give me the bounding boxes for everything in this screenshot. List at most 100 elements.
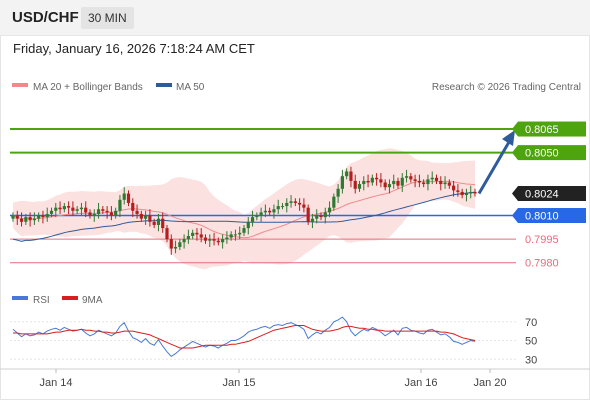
candle-body-59 xyxy=(263,210,267,213)
candle-body-104 xyxy=(456,190,460,192)
candle-body-85 xyxy=(375,177,379,180)
candles xyxy=(11,166,477,255)
candle-body-11 xyxy=(58,207,62,210)
candle-body-96 xyxy=(422,182,426,185)
level-label-0.8050: 0.8050 xyxy=(525,148,559,160)
candle-body-63 xyxy=(280,206,285,208)
candle-body-2 xyxy=(19,218,24,222)
level-tags: 0.8065 0.8050 0.8024 0.8010 0.7995 0.7980 xyxy=(512,121,586,270)
candle-body-82 xyxy=(362,180,366,185)
x-axis: Jan 14 Jan 15 Jan 16 Jan 20 xyxy=(39,369,507,389)
candle-body-60 xyxy=(268,210,272,213)
candle-body-35 xyxy=(161,218,165,229)
candle-body-105 xyxy=(460,191,464,196)
bollinger-legend-swatch xyxy=(12,83,28,87)
candle-body-26 xyxy=(122,193,126,200)
candle-body-56 xyxy=(250,217,255,222)
level-tag-pointer-0.8050 xyxy=(512,145,518,161)
candle-body-89 xyxy=(392,180,396,185)
candle-body-64 xyxy=(285,202,289,207)
candle-body-1 xyxy=(15,215,19,219)
ma50-legend-label: MA 50 xyxy=(176,82,205,93)
candle-body-41 xyxy=(186,235,190,240)
candle-body-106 xyxy=(464,193,469,196)
level-tag-pointer-0.8010 xyxy=(512,208,518,224)
candle-body-32 xyxy=(148,215,152,222)
candle-body-38 xyxy=(173,246,178,249)
candle-body-15 xyxy=(75,209,79,211)
candle-body-93 xyxy=(409,176,413,180)
candle-body-91 xyxy=(400,177,404,186)
x-tick-label-0: Jan 14 xyxy=(39,377,72,389)
candle-body-37 xyxy=(169,239,173,249)
level-tag-pointer-0.8065 xyxy=(512,121,518,137)
candle-body-76 xyxy=(336,188,340,197)
candle-body-68 xyxy=(302,204,306,208)
projection-arrow-line xyxy=(477,141,511,195)
candle-body-88 xyxy=(387,184,392,188)
candle-body-74 xyxy=(327,207,332,213)
candle-body-55 xyxy=(246,221,250,229)
timestamp: Friday, January 16, 2026 7:18:24 AM CET xyxy=(13,41,255,56)
candle-body-17 xyxy=(84,207,88,213)
candle-body-69 xyxy=(306,207,310,222)
level-tag-0.8010 xyxy=(518,208,586,224)
bollinger-legend-label: MA 20 + Bollinger Bands xyxy=(33,82,143,93)
candle-body-19 xyxy=(92,213,96,216)
candle-body-10 xyxy=(54,207,58,211)
candle-body-0 xyxy=(11,215,15,219)
ma50-line xyxy=(12,191,476,242)
candle-body-18 xyxy=(88,212,92,216)
candle-body-78 xyxy=(345,171,349,177)
candle-body-43 xyxy=(195,232,199,235)
level-label-0.8010: 0.8010 xyxy=(525,211,559,223)
candle-body-72 xyxy=(319,215,323,218)
candle-body-16 xyxy=(79,207,84,210)
candle-body-73 xyxy=(323,212,327,218)
candle-body-4 xyxy=(28,217,32,221)
candle-body-8 xyxy=(45,213,49,218)
candle-body-34 xyxy=(156,218,161,225)
candle-body-44 xyxy=(199,234,203,238)
candle-body-97 xyxy=(426,179,430,185)
candle-body-9 xyxy=(49,210,54,214)
candle-body-21 xyxy=(101,209,105,211)
level-tag-pointer-0.8024 xyxy=(512,186,518,202)
candle-body-94 xyxy=(413,179,417,181)
candle-body-84 xyxy=(370,177,374,183)
candle-body-57 xyxy=(255,215,259,218)
candle-body-20 xyxy=(96,209,101,214)
candle-body-62 xyxy=(276,206,280,210)
rsi-tick-30: 30 xyxy=(525,354,537,366)
candle-body-75 xyxy=(332,196,336,208)
level-label-0.8024: 0.8024 xyxy=(525,189,559,201)
candle-body-103 xyxy=(452,185,456,191)
level-tag-0.8065 xyxy=(518,121,586,137)
candle-body-7 xyxy=(41,215,45,218)
candle-body-61 xyxy=(272,209,276,213)
level-tag-0.8024 xyxy=(518,186,586,202)
projection-arrow-head xyxy=(502,130,515,147)
candle-body-81 xyxy=(357,184,362,189)
price-levels xyxy=(10,128,516,264)
rsi-series-RSI xyxy=(12,316,476,358)
rsi-tick-50: 50 xyxy=(525,336,537,348)
candle-body-70 xyxy=(310,218,315,222)
candle-body-40 xyxy=(182,239,186,243)
candle-body-80 xyxy=(353,180,357,189)
level-label-0.8065: 0.8065 xyxy=(525,124,559,136)
candle-body-46 xyxy=(208,239,212,241)
timeframe-badge[interactable]: 30 MIN xyxy=(81,7,134,29)
candle-body-58 xyxy=(259,212,263,216)
candle-body-36 xyxy=(165,228,169,240)
candle-body-87 xyxy=(383,182,387,188)
candle-body-71 xyxy=(315,215,319,219)
level-label-0.7995: 0.7995 xyxy=(525,234,559,246)
header-bar: USD/CHF 30 MIN xyxy=(0,0,590,36)
candle-body-108 xyxy=(473,191,477,194)
candle-body-98 xyxy=(430,177,434,180)
rsi-series-9MA xyxy=(13,325,476,349)
candle-body-92 xyxy=(404,176,409,178)
candle-body-29 xyxy=(135,210,139,214)
